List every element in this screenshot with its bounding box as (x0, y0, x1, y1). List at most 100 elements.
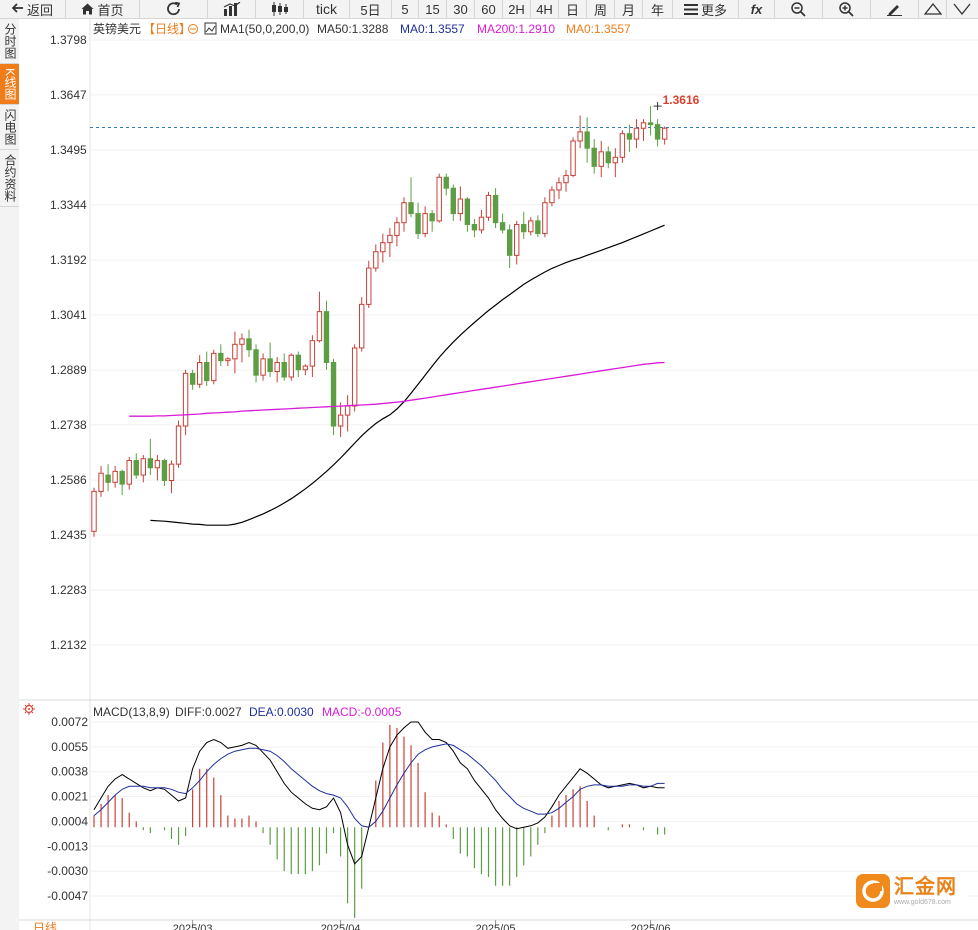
zoom-in-button[interactable] (823, 0, 871, 18)
candle-body-down (133, 460, 139, 476)
y-tick-label: 1.3344 (50, 198, 87, 212)
candle (626, 124, 633, 152)
period-5[interactable]: 5 (392, 0, 419, 18)
period-60[interactable]: 60 (475, 0, 503, 18)
candle (584, 117, 590, 163)
candle-body-down (218, 352, 224, 362)
candle-body-up (598, 151, 604, 167)
candle-body-up (91, 490, 97, 532)
five-day-label: 5日 (360, 2, 381, 18)
dea-line (93, 743, 665, 828)
candle (514, 220, 520, 265)
macd-settings-icon[interactable] (23, 703, 35, 715)
period-year[interactable]: 年 (643, 0, 673, 18)
candle-body-up (211, 352, 217, 382)
period-4h[interactable]: 4H (531, 0, 559, 18)
candle-body-up (619, 133, 626, 158)
candle (436, 173, 442, 223)
candle (196, 355, 203, 388)
more-button[interactable]: 更多 (673, 0, 739, 18)
candle (521, 211, 527, 240)
candle-body-up (182, 372, 189, 427)
back-button[interactable]: 返回 (0, 0, 66, 18)
candle-body-up (387, 234, 393, 244)
period-15[interactable]: 15 (419, 0, 447, 18)
tick-button[interactable]: tick (304, 0, 350, 18)
candle (598, 140, 604, 178)
collapse-up-button[interactable] (919, 0, 947, 18)
candle (253, 344, 259, 383)
x-tick-label: 2025/05 (476, 923, 516, 930)
zoom-out-icon (791, 1, 806, 17)
candle (647, 106, 654, 136)
five-day-button[interactable]: 5日 (350, 0, 392, 18)
candle (478, 209, 485, 234)
kline-chart[interactable]: 1.3798 1.3647 1.3495 1.3344 1.3192 1.3041 1.28… (19, 19, 978, 930)
candle (140, 455, 147, 483)
candle-body-down (105, 474, 111, 483)
candle (661, 126, 668, 145)
tab-kline[interactable]: K线图 (0, 64, 19, 106)
ma200-value: MA200:1.2910 (477, 22, 555, 36)
candle (373, 244, 379, 272)
candle (323, 300, 330, 370)
candle-body-up (351, 347, 358, 407)
tab-time-sharing[interactable]: 分时图 (0, 19, 19, 64)
draw-button[interactable] (871, 0, 919, 18)
candle-style-button[interactable] (256, 0, 304, 18)
candle (189, 369, 196, 390)
period-label: 2H (508, 1, 525, 17)
period-day[interactable]: 日 (559, 0, 587, 18)
collapse-down-button[interactable] (947, 0, 976, 18)
candle (133, 453, 139, 479)
candle-body-up (457, 198, 464, 215)
candle (654, 119, 661, 147)
tab-label: 分时图 (3, 23, 17, 59)
candle (556, 177, 562, 200)
candle-body-up (577, 131, 583, 142)
candle-body-down (408, 202, 414, 215)
price-legend: 英镑美元 【日线】 (93, 21, 191, 36)
candle-body-up (380, 242, 386, 253)
candle-body-up (563, 174, 569, 184)
candle (471, 219, 478, 238)
formula-button[interactable]: fx (739, 0, 775, 18)
period-30[interactable]: 30 (447, 0, 475, 18)
candle-body-up (549, 189, 555, 204)
candle-body-up (274, 361, 280, 373)
candle-body-up (344, 405, 351, 416)
period-label: 日 (565, 2, 579, 18)
zoom-out-button[interactable] (775, 0, 823, 18)
chart-type-button[interactable] (208, 0, 256, 18)
candle (281, 353, 287, 381)
candle-body-up (401, 202, 407, 224)
candle (168, 460, 175, 494)
candle (366, 260, 372, 309)
candle (337, 402, 344, 437)
bar-chart-icon (223, 2, 240, 16)
period-2h[interactable]: 2H (503, 0, 531, 18)
tab-contract-info[interactable]: 合约资料 (0, 150, 19, 208)
candle-body-up (316, 311, 323, 342)
candle-body-up (528, 220, 534, 233)
candle-body-up (288, 354, 294, 378)
indicator-name: MA1(50,0,200,0) (220, 22, 309, 36)
candle (260, 353, 266, 381)
candle-body-down (591, 147, 597, 167)
candlestick-icon (271, 2, 288, 16)
refresh-button[interactable] (140, 0, 208, 18)
candle (330, 358, 337, 436)
indicator-settings-icon[interactable] (188, 24, 198, 34)
refresh-icon (166, 2, 180, 16)
candle (239, 333, 245, 363)
y-tick-label: 1.3192 (50, 253, 87, 267)
period-week[interactable]: 周 (587, 0, 615, 18)
candle (408, 177, 414, 218)
side-tabs: 分时图 K线图 闪电图 合约资料 (0, 19, 20, 930)
period-month[interactable]: 月 (615, 0, 643, 18)
ma-legend: MA1(50,0,200,0) MA50:1.3288 MA0:1.3557 M… (220, 22, 631, 36)
period-label: 周 (593, 2, 607, 18)
tab-flash-chart[interactable]: 闪电图 (0, 105, 19, 151)
home-button[interactable]: 首页 (66, 0, 140, 18)
candle-body-down (492, 194, 499, 224)
